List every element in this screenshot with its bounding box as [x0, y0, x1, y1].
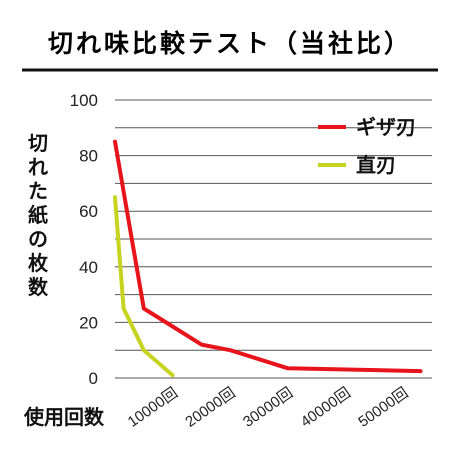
chart-title: 切れ味比較テスト（当社比）	[48, 29, 412, 58]
x-axis-ticks: 10000回 20000回 30000回 40000回 50000回	[125, 384, 412, 430]
y-tick-label: 0	[89, 369, 98, 388]
y-tick-label: 100	[70, 91, 98, 110]
x-axis-label: 使用回数	[23, 405, 105, 429]
legend-label: 直刃	[356, 153, 396, 177]
series-lines	[113, 139, 423, 378]
x-tick-label: 10000回	[125, 384, 181, 430]
x-tick-label: 30000回	[240, 384, 296, 430]
series-line-2	[113, 195, 175, 378]
legend-label: ギザ刃	[356, 115, 416, 139]
y-axis-ticks: 0 20 40 60 80 100	[70, 91, 98, 388]
grid	[115, 99, 432, 379]
y-tick-label: 40	[79, 258, 98, 277]
x-tick-label: 40000回	[298, 384, 354, 430]
y-tick-label: 80	[79, 147, 98, 166]
x-tick-label: 20000回	[182, 384, 238, 430]
series-line-1	[113, 139, 423, 374]
y-tick-label: 60	[79, 202, 98, 221]
y-tick-label: 20	[79, 313, 98, 332]
y-axis-label: 切れた紙の枚数	[28, 131, 49, 299]
x-tick-label: 50000回	[355, 384, 411, 430]
